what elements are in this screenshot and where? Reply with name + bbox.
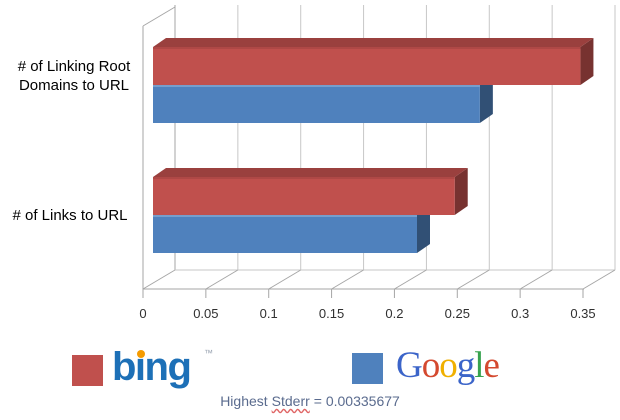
google-logo-letter: e (483, 345, 500, 386)
bar-top-bing-cat1 (153, 168, 468, 177)
category-label-links-to-url: # of Links to URL (12, 207, 128, 224)
bing-logo: bıng ™ (112, 344, 242, 392)
x-tick-label-0: 0 (139, 306, 147, 321)
footer-stderr-word: Stderr (271, 393, 310, 409)
footer-note: Highest Stderr = 0.00335677 (0, 393, 620, 409)
category-label-linking-root-domains: # of Linking Root Domains to URL (17, 58, 131, 94)
floor-depth-line (205, 269, 239, 290)
bar-Google-cat0 (153, 85, 480, 123)
floor-depth-line (582, 269, 616, 290)
bar-bing-cat1 (153, 177, 455, 215)
google-logo-letter: g (456, 345, 475, 386)
footer-prefix: Highest (220, 393, 268, 409)
floor-depth-line (331, 269, 364, 290)
bar-top-bing-cat0 (153, 38, 594, 47)
floor-depth-line (142, 269, 176, 290)
floor-depth-line (457, 269, 490, 290)
bar-side-Google-cat0 (479, 76, 493, 123)
plot-area (142, 5, 616, 298)
google-logo-letter: o (439, 345, 457, 386)
bing-swatch (72, 355, 103, 386)
x-tick-label-0.2: 0.2 (385, 306, 404, 321)
bing-trademark: ™ (204, 348, 213, 358)
x-tick-label-0.15: 0.15 (318, 306, 345, 321)
bar-bing-cat0 (153, 47, 581, 85)
google-logo-letter: o (421, 345, 440, 386)
x-tick-label-0.05: 0.05 (193, 306, 219, 321)
x-tick-label-0.25: 0.25 (444, 306, 470, 321)
footer-value: = 0.00335677 (313, 393, 400, 409)
bar-side-bing-cat1 (454, 168, 468, 215)
bar-side-bing-cat0 (580, 38, 594, 85)
bar-Google-cat1 (153, 215, 417, 253)
floor-depth-line (268, 269, 301, 290)
x-tick-label-0.35: 0.35 (570, 306, 596, 321)
google-logo-letter: G (396, 345, 423, 386)
bing-logo-text: bıng (112, 345, 192, 389)
bing-logo-i-dot-icon (137, 350, 145, 358)
bar-side-Google-cat1 (417, 206, 430, 253)
google-swatch (352, 353, 383, 384)
floor-depth-line (394, 269, 427, 290)
x-tick-label-0.3: 0.3 (511, 306, 530, 321)
floor-depth-line (519, 269, 553, 290)
google-logo: Google (396, 343, 500, 389)
x-tick-label-0.1: 0.1 (259, 306, 278, 321)
x-axis-tick-labels: 0 0.05 0.1 0.15 0.2 0.25 0.3 0.35 (0, 306, 620, 326)
wall-top-depth-line (142, 6, 176, 27)
google-logo-letter: l (474, 345, 484, 386)
